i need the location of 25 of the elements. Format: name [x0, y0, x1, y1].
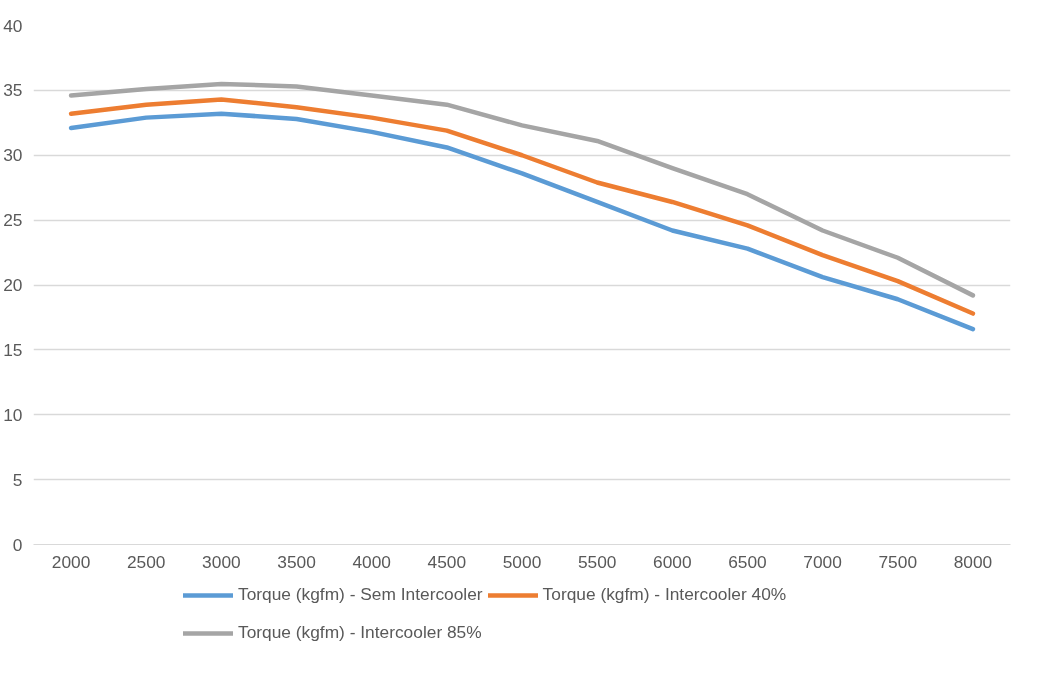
x-tick-label: 7500	[878, 551, 918, 572]
y-tick-label: 0	[12, 534, 23, 555]
y-tick-label: 25	[3, 210, 23, 231]
x-tick-label: 5500	[577, 551, 617, 572]
legend-label: Torque (kgfm) - Intercooler 85%	[238, 622, 482, 643]
y-tick-label: 20	[3, 275, 23, 295]
x-tick-label: 8000	[953, 551, 993, 572]
x-tick-label: 3500	[277, 551, 316, 572]
x-tick-label: 2000	[51, 551, 91, 572]
x-tick-label: 6000	[653, 551, 692, 572]
legend-label: Torque (kgfm) - Sem Intercooler	[238, 584, 483, 605]
y-tick-label: 40	[3, 15, 23, 36]
legend-label: Torque (kgfm) - Intercooler 40%	[542, 584, 787, 605]
x-tick-label: 5000	[502, 551, 542, 572]
y-tick-label: 5	[12, 469, 23, 490]
x-tick-label: 7000	[803, 551, 842, 572]
x-tick-label: 6500	[728, 551, 767, 572]
x-tick-label: 2500	[126, 551, 166, 572]
y-tick-label: 10	[3, 404, 23, 425]
y-tick-label: 15	[3, 339, 23, 360]
x-tick-label: 4000	[352, 551, 391, 572]
y-tick-label: 35	[3, 80, 23, 101]
y-tick-label: 30	[3, 145, 23, 166]
x-tick-label: 3000	[202, 551, 241, 572]
x-tick-label: 4500	[427, 551, 467, 572]
